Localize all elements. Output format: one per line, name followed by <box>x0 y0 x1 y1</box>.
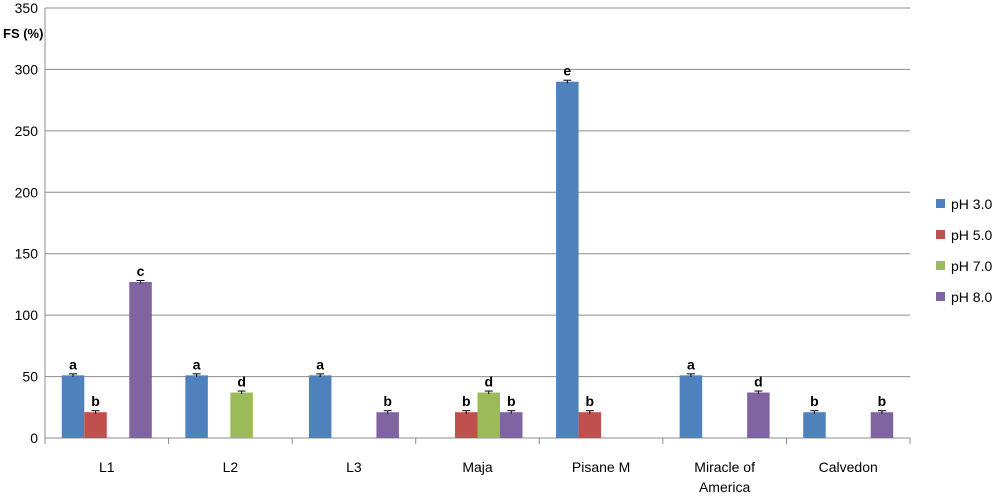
y-tick-label: 100 <box>15 307 39 323</box>
x-tick-label-line: L1 <box>99 459 115 475</box>
bar <box>477 392 500 438</box>
y-tick-label: 250 <box>15 123 39 139</box>
bar <box>308 375 332 438</box>
x-tick-label-line: L3 <box>346 459 362 475</box>
legend-swatch <box>936 199 945 208</box>
y-tick-label: 350 <box>15 0 39 16</box>
data-label: c <box>137 263 145 279</box>
x-tick-label: Pisane M <box>572 459 630 475</box>
bar <box>747 392 770 438</box>
data-label: d <box>754 374 763 390</box>
data-label: b <box>586 393 595 409</box>
x-tick-label-line: Pisane M <box>572 459 630 475</box>
data-label: e <box>563 63 571 79</box>
x-tick-label: Miracle of America <box>694 459 755 495</box>
legend-label: pH 5.0 <box>951 227 992 243</box>
x-tick-label-line: Maja <box>462 459 493 475</box>
bar <box>500 412 523 438</box>
x-tick-label: Maja <box>462 459 493 475</box>
legend-label: pH 8.0 <box>951 289 992 305</box>
legend-swatch <box>936 261 945 270</box>
data-label: a <box>193 356 201 372</box>
bar <box>376 412 399 438</box>
data-label: d <box>484 374 493 390</box>
data-label: d <box>237 374 246 390</box>
y-tick-label: 200 <box>15 184 39 200</box>
y-tick-label: 150 <box>15 246 39 262</box>
bar <box>230 392 253 438</box>
x-tick-label: Calvedon <box>819 459 878 475</box>
y-tick-label: 300 <box>15 61 39 77</box>
x-tick-label-line: Calvedon <box>819 459 878 475</box>
data-label: a <box>69 356 77 372</box>
legend-swatch <box>936 292 945 301</box>
bar <box>185 375 208 438</box>
bar <box>679 375 703 438</box>
x-tick-label: L1 <box>99 459 115 475</box>
x-tick-label-line: L2 <box>223 459 239 475</box>
bar <box>455 412 478 438</box>
bar <box>870 412 894 438</box>
bar <box>803 412 826 438</box>
data-label: a <box>687 356 695 372</box>
x-tick-label-line: America <box>699 479 751 495</box>
bar <box>578 412 602 438</box>
x-tick-label: L3 <box>346 459 362 475</box>
data-label: b <box>878 393 887 409</box>
data-label: b <box>462 393 471 409</box>
bar <box>129 281 152 438</box>
x-tick-label: L2 <box>223 459 239 475</box>
legend-label: pH 3.0 <box>951 196 992 212</box>
bar <box>84 412 107 438</box>
legend-label: pH 7.0 <box>951 258 992 274</box>
y-tick-label: 0 <box>30 430 38 446</box>
x-tick-label-line: Miracle of <box>694 459 755 475</box>
bar <box>556 81 579 438</box>
data-label: b <box>810 393 819 409</box>
data-label: b <box>91 393 100 409</box>
bar <box>61 375 85 438</box>
data-label: b <box>383 393 392 409</box>
y-tick-label: 50 <box>22 369 38 385</box>
y-axis-label: FS (%) <box>3 26 43 41</box>
data-label: a <box>316 356 324 372</box>
legend-swatch <box>936 230 945 239</box>
data-label: b <box>507 393 516 409</box>
